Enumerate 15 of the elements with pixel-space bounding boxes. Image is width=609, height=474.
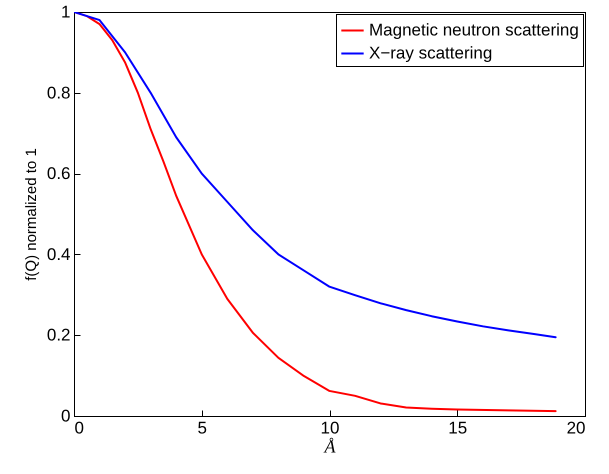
x-tick-label: 20 xyxy=(566,418,586,438)
x-axis-title: Å xyxy=(324,436,336,456)
x-tick-label: 5 xyxy=(198,418,207,438)
y-tick-label: 0.6 xyxy=(46,164,70,184)
y-axis-title: f(Q) normalized to 1 xyxy=(22,148,40,281)
x-tick-label: 0 xyxy=(74,418,84,438)
y-tick-label: 0 xyxy=(61,406,70,426)
legend-label: X−ray scattering xyxy=(369,44,492,62)
y-tick-label: 0.4 xyxy=(46,244,70,264)
legend-label: Magnetic neutron scattering xyxy=(369,20,579,40)
y-tick-label: 0.2 xyxy=(46,326,70,345)
y-tick-label: 1 xyxy=(61,2,70,22)
x-tick-label: 15 xyxy=(448,418,468,438)
x-tick-label: 10 xyxy=(320,418,340,438)
y-tick-label: 0.8 xyxy=(46,83,70,102)
